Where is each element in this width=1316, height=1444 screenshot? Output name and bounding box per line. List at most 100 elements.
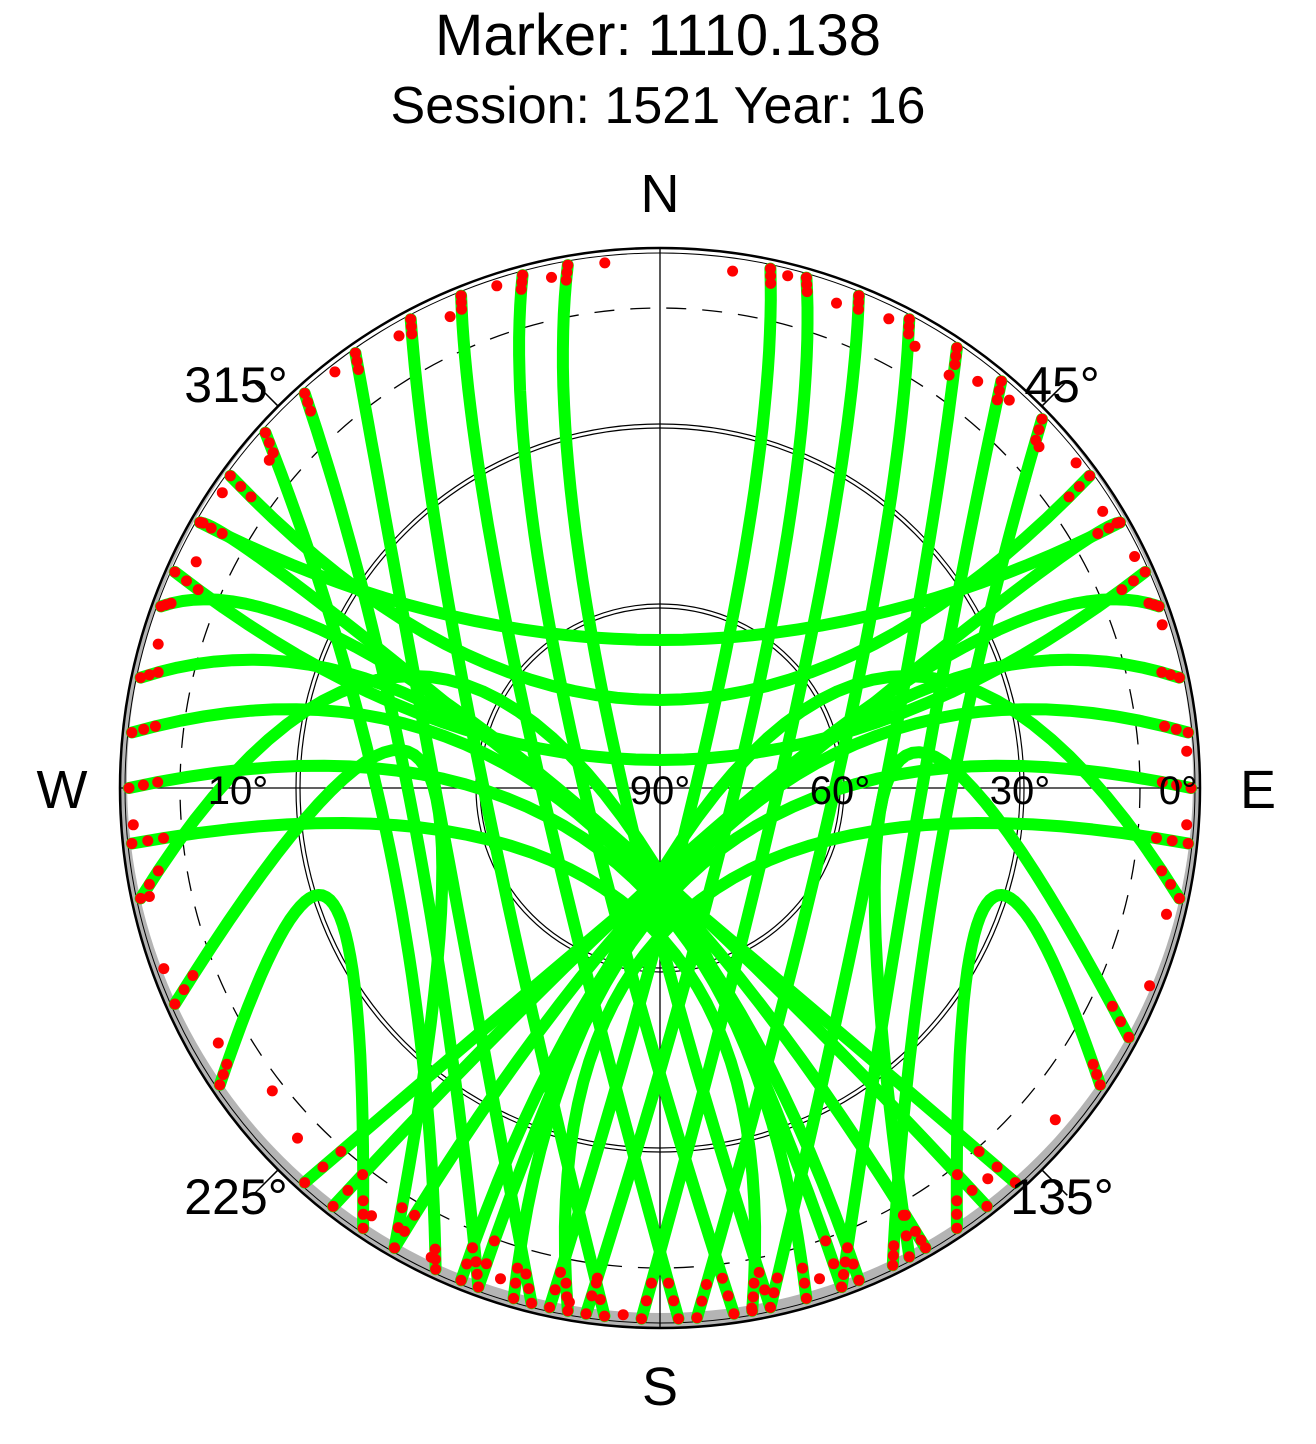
- track-4: [298, 387, 485, 1293]
- track-28-end-dot-1: [1073, 481, 1085, 492]
- low-elevation-point-7: [1003, 394, 1015, 406]
- track-28-end-dot-2: [1063, 491, 1075, 503]
- track-20-start-dot-1: [142, 835, 154, 847]
- track-33-end-dot-1: [951, 1208, 963, 1220]
- chart-title: Marker: 1110.138: [435, 3, 881, 68]
- track-31-end-dot-1: [900, 1230, 912, 1242]
- low-elevation-point-41: [546, 271, 557, 283]
- track-17-end-dot-1: [847, 1258, 859, 1270]
- track-33-start-dot-2: [1087, 1058, 1099, 1070]
- track-28-start-dot-2: [245, 491, 257, 503]
- track-25-end-dot-0: [508, 1292, 520, 1304]
- track-12: [580, 271, 814, 1320]
- low-elevation-point-42: [599, 257, 611, 269]
- azimuth-label-225: 225°: [184, 1169, 287, 1225]
- track-20-start-dot-0: [126, 838, 138, 849]
- track-10-start-dot-1: [950, 350, 962, 362]
- track-20-end-dot-1: [747, 1291, 759, 1303]
- track-25-start-dot-0: [1185, 782, 1197, 794]
- track-5-end-dot-1: [722, 1290, 734, 1302]
- track-18-end-dot-0: [1009, 1177, 1021, 1189]
- track-8-end-dot-0: [636, 1313, 647, 1325]
- track-27-start-dot-1: [205, 522, 217, 534]
- low-elevation-point-12: [1156, 619, 1168, 631]
- track-21-start-dot-2: [1156, 666, 1168, 678]
- track-19-start-dot-2: [152, 776, 164, 788]
- north-label: N: [641, 164, 680, 224]
- track-9-end-dot-1: [696, 1295, 708, 1307]
- track-34-start-dot-0: [135, 892, 147, 904]
- track-31-end-dot-2: [897, 1209, 909, 1221]
- low-elevation-point-19: [915, 1234, 927, 1246]
- track-25-end-dot-1: [510, 1277, 521, 1289]
- track-17-start-dot-2: [149, 720, 161, 732]
- track-26: [558, 817, 1195, 1317]
- track-14-end-dot-2: [888, 1240, 900, 1252]
- track-35-end-dot-2: [488, 1235, 500, 1247]
- track-19: [123, 759, 813, 1305]
- track-4-end-dot-2: [470, 1256, 482, 1268]
- track-17-start-dot-1: [138, 723, 150, 735]
- low-elevation-point-10: [1097, 505, 1109, 517]
- track-29-start-dot-0: [169, 566, 181, 578]
- track-19-start-dot-0: [123, 782, 135, 794]
- track-28-start-dot-1: [235, 481, 247, 492]
- track-33: [950, 889, 1107, 1235]
- track-11-start-dot-1: [993, 385, 1005, 396]
- elevation-label-0: 0°: [1159, 769, 1197, 813]
- track-32-end-dot-0: [357, 1222, 369, 1234]
- track-27-start-dot-2: [216, 528, 228, 539]
- track-9-end-dot-0: [691, 1312, 703, 1324]
- track-23-end-dot-0: [455, 1274, 467, 1286]
- low-elevation-point-24: [495, 1273, 506, 1285]
- low-elevation-point-13: [1181, 745, 1193, 757]
- track-21-end-dot-2: [409, 1209, 421, 1221]
- low-elevation-point-14: [1181, 819, 1193, 831]
- track-13-start-dot-2: [765, 277, 777, 289]
- low-elevation-point-2: [831, 297, 842, 309]
- chart-subtitle: Session: 1521 Year: 16: [390, 77, 926, 135]
- track-35: [472, 670, 1186, 1293]
- track-22-end-dot-0: [327, 1200, 339, 1212]
- track-17-end-dot-0: [853, 1274, 865, 1286]
- track-22-end-dot-1: [342, 1184, 354, 1196]
- track-4-start-dot-1: [302, 396, 314, 408]
- track-15-start-dot-0: [135, 672, 147, 684]
- track-31-start-dot-2: [1106, 1000, 1118, 1012]
- track-3-end-dot-2: [520, 1268, 532, 1280]
- track-16-end-dot-2: [951, 1169, 963, 1181]
- track-25-start-dot-1: [1171, 779, 1183, 791]
- low-elevation-point-30: [158, 963, 170, 975]
- track-6-end-dot-1: [759, 1284, 771, 1296]
- track-9-end-dot-2: [701, 1279, 712, 1290]
- track-5-end-dot-0: [728, 1308, 740, 1320]
- track-23-start-dot-1: [1170, 723, 1182, 735]
- track-25-start-dot-2: [1156, 776, 1168, 788]
- track-10-start-dot-2: [949, 359, 961, 370]
- track-20: [125, 817, 762, 1317]
- low-elevation-point-29: [212, 1037, 224, 1049]
- track-35-start-dot-2: [1156, 865, 1168, 877]
- track-24-end-dot-1: [317, 1161, 329, 1173]
- track-29-end-dot-1: [1128, 575, 1139, 587]
- track-7-start-dot-1: [263, 437, 275, 449]
- track-3-start-dot-2: [352, 364, 364, 375]
- track-7-start-dot-0: [259, 427, 271, 439]
- track-29-end-dot-2: [1116, 584, 1128, 596]
- azimuth-tick-45: [1041, 380, 1068, 407]
- track-23-end-dot-1: [461, 1258, 473, 1270]
- track-26-start-dot-0: [1182, 838, 1194, 849]
- low-elevation-point-31: [143, 891, 155, 902]
- track-10-end-dot-2: [771, 1272, 783, 1284]
- track-22-end-dot-2: [357, 1169, 369, 1181]
- axis-labels: N S W E 45° 135° 225° 315° 90° 60° 30° 0° 10°: [37, 164, 1277, 1417]
- track-11: [835, 375, 1008, 1293]
- track-32-end-dot-2: [357, 1195, 369, 1207]
- track-34-end-dot-2: [820, 1235, 832, 1247]
- track-25-end-dot-2: [512, 1262, 523, 1274]
- track-1-end-dot-0: [673, 1313, 684, 1325]
- track-35-end-dot-1: [480, 1258, 492, 1270]
- low-elevation-point-4: [909, 340, 921, 352]
- track-18-end-dot-2: [973, 1146, 985, 1157]
- track-15-end-dot-1: [910, 1225, 921, 1237]
